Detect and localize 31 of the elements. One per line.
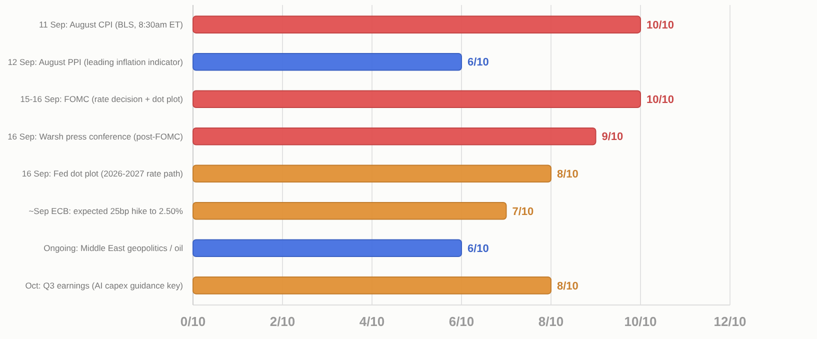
- x-tick-label: 12/10: [714, 314, 746, 329]
- x-tick-label: 10/10: [624, 314, 657, 329]
- data-label: 8/10: [557, 168, 578, 180]
- x-tick-label: 8/10: [538, 314, 564, 329]
- bar: [192, 90, 641, 108]
- data-label: 10/10: [646, 94, 674, 106]
- bar: [192, 164, 552, 183]
- y-tick-label: 15-16 Sep: FOMC (rate decision + dot plot): [20, 94, 184, 104]
- y-tick-label: 16 Sep: Fed dot plot (2026-2027 rate path): [22, 168, 184, 179]
- y-tick-label: Oct: Q3 earnings (AI capex guidance key): [25, 280, 184, 290]
- y-tick-label: ~Sep ECB: expected 25bp hike to 2.50%: [28, 206, 184, 216]
- data-label: 10/10: [646, 19, 674, 32]
- data-label: 7/10: [512, 206, 534, 218]
- x-tick-label: 6/10: [448, 314, 474, 329]
- bar: [192, 276, 552, 294]
- x-tick-label: 0/10: [180, 314, 206, 329]
- data-label: 9/10: [602, 131, 624, 144]
- y-tick-label: 16 Sep: Warsh press conference (post-FOMC): [8, 131, 184, 142]
- data-label: 6/10: [468, 243, 489, 256]
- bar: [192, 239, 462, 258]
- y-tick-label: 11 Sep: August CPI (BLS, 8:30am ET): [39, 20, 184, 30]
- data-label: 8/10: [557, 280, 578, 292]
- x-tick-label: 2/10: [270, 314, 296, 329]
- y-tick-label: 12 Sep: August PPI (leading inflation indicator): [8, 56, 184, 67]
- bar: [192, 127, 596, 146]
- x-tick-label: 4/10: [359, 314, 385, 329]
- bar: [192, 202, 507, 220]
- bar: [192, 16, 641, 34]
- data-label: 6/10: [468, 56, 489, 69]
- bar: [192, 52, 462, 71]
- y-tick-label: Ongoing: Middle East geopolitics / oil: [44, 243, 184, 254]
